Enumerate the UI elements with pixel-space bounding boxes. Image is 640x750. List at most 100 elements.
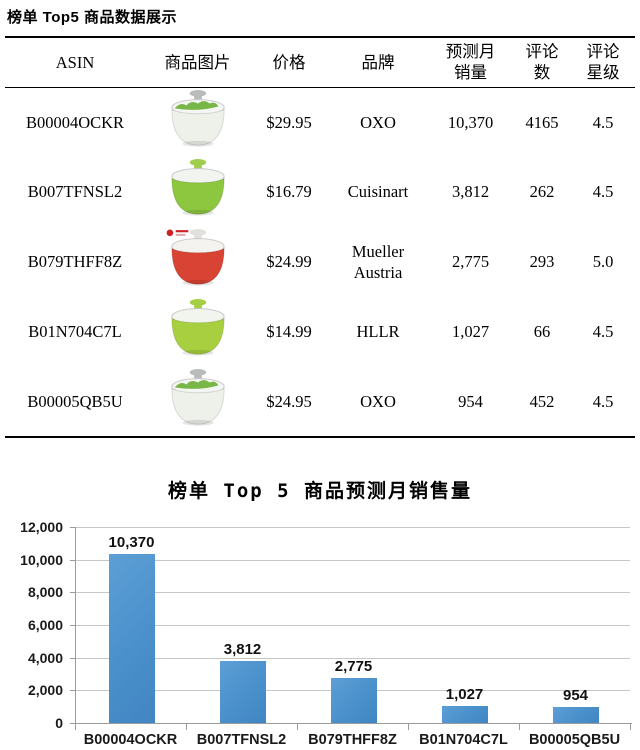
salad-spinner-product-image-icon — [158, 298, 238, 360]
sales-cell: 1,027 — [451, 322, 490, 342]
bar-value-label: 1,027 — [445, 686, 484, 704]
table-row: B079THFF8Z — [5, 227, 635, 297]
gridline — [76, 592, 630, 594]
price-cell: $29.95 — [266, 112, 312, 132]
brand-cell: Cuisinart — [347, 182, 409, 202]
bar-value-label: 10,370 — [108, 533, 155, 551]
x-tick-mark — [519, 724, 520, 730]
page-title: 榜单 Top5 商品数据展示 — [7, 9, 178, 26]
reviews-cell: 66 — [533, 322, 551, 342]
asin-cell: B079THFF8Z — [27, 252, 123, 272]
asin-cell: B00004OCKR — [25, 112, 125, 132]
y-tick-mark — [70, 559, 76, 561]
chart-plot-area: 0 2,000 4,000 6,000 8,000 10,000 12,000 10,370 3… — [20, 519, 630, 731]
salad-spinner-product-image-icon — [158, 89, 238, 151]
col-header-brand: 品牌 — [328, 37, 428, 88]
rating-cell: 4.5 — [592, 322, 614, 342]
x-tick-mark — [630, 724, 631, 730]
brand-cell: Mueller Austria — [351, 241, 405, 282]
product-image-cell — [145, 297, 250, 367]
price-cell: $14.99 — [266, 322, 312, 342]
rating-cell: 4.5 — [592, 112, 614, 132]
gridline — [76, 625, 630, 626]
bar-B007TFNSL2 — [219, 660, 266, 723]
table-row: B01N704C7L — [5, 297, 635, 367]
col-header-price: 价格 — [250, 37, 328, 88]
chart-x-axis — [75, 723, 632, 730]
table-header-row: ASIN 商品图片 价格 品牌 预测月销量 评论数 评论星级 — [5, 37, 635, 88]
asin-cell: B007TFNSL2 — [27, 182, 123, 202]
table-row: B007TFNSL2 — [5, 157, 635, 227]
y-tick-label: 6,000 — [27, 617, 63, 633]
y-tick-label: 2,000 — [27, 682, 63, 699]
x-tick-mark — [408, 724, 409, 730]
y-tick-label: 0 — [55, 715, 63, 731]
asin-cell: B00005QB5U — [27, 391, 123, 411]
asin-cell: B01N704C7L — [28, 322, 122, 342]
bar-B00005QB5U — [552, 707, 599, 723]
bar-B079THFF8Z — [330, 677, 377, 723]
rating-cell: 4.5 — [592, 391, 614, 411]
sales-cell: 954 — [458, 391, 483, 411]
sales-bar-chart: 榜单 Top 5 商品预测月销售量 0 2,000 4,000 6,000 8,000 1… — [0, 466, 640, 750]
reviews-cell: 4165 — [525, 112, 559, 132]
rating-cell: 4.5 — [592, 182, 614, 202]
y-tick-mark — [70, 527, 76, 528]
table-row: B00004OCKR — [5, 87, 635, 157]
bar-B00004OCKR — [108, 553, 155, 723]
sales-cell: 10,370 — [447, 112, 494, 132]
x-category-label: B01N704C7L — [419, 732, 508, 748]
bar-value-label: 2,775 — [334, 657, 373, 675]
y-tick-mark — [70, 592, 76, 594]
table-row: B00005QB5U — [5, 367, 635, 437]
rating-cell: 5.0 — [592, 252, 614, 272]
y-tick-mark — [70, 625, 76, 626]
x-category-label: B007TFNSL2 — [196, 732, 287, 748]
reviews-cell: 262 — [529, 182, 555, 202]
gridline — [76, 559, 630, 561]
product-image-cell — [145, 367, 250, 437]
gridline — [76, 527, 630, 528]
reviews-cell: 452 — [529, 391, 555, 411]
y-tick-label: 8,000 — [27, 584, 63, 601]
x-category-label: B079THFF8Z — [308, 732, 397, 748]
price-cell: $16.79 — [266, 182, 312, 202]
x-tick-mark — [186, 724, 187, 730]
col-header-sales: 预测月销量 — [428, 37, 513, 88]
sales-cell: 2,775 — [451, 252, 490, 272]
salad-spinner-product-image-icon — [158, 368, 238, 430]
sales-cell: 3,812 — [451, 182, 490, 202]
bar-B01N704C7L — [441, 706, 488, 723]
x-category-label: B00004OCKR — [83, 732, 178, 748]
y-tick-mark — [70, 723, 76, 724]
brand-cell: HLLR — [356, 322, 400, 342]
top5-products-table: ASIN 商品图片 价格 品牌 预测月销量 评论数 评论星级 B00004OCK… — [5, 36, 635, 438]
product-image-cell — [145, 87, 250, 157]
x-tick-mark — [297, 724, 298, 730]
brand-cell: OXO — [360, 391, 396, 411]
salad-spinner-product-image-icon — [158, 158, 238, 220]
y-tick-label: 4,000 — [27, 649, 63, 666]
y-tick-mark — [70, 690, 76, 692]
product-image-cell — [145, 227, 250, 297]
price-cell: $24.95 — [266, 391, 312, 411]
col-header-asin: ASIN — [5, 37, 145, 88]
bar-value-label: 954 — [562, 687, 589, 705]
product-image-cell — [145, 157, 250, 227]
x-tick-mark — [75, 724, 76, 730]
y-tick-label: 12,000 — [20, 519, 63, 535]
chart-title: 榜单 Top 5 商品预测月销售量 — [167, 480, 473, 502]
reviews-cell: 293 — [529, 252, 555, 272]
y-tick-label: 10,000 — [20, 551, 63, 568]
salad-spinner-product-image-icon — [158, 228, 238, 290]
y-tick-mark — [70, 657, 76, 659]
col-header-image: 商品图片 — [145, 37, 250, 88]
price-cell: $24.99 — [266, 252, 312, 272]
x-category-label: B00005QB5U — [528, 732, 621, 748]
bar-value-label: 3,812 — [223, 640, 262, 658]
col-header-reviews: 评论数 — [513, 37, 571, 88]
col-header-rating: 评论星级 — [571, 37, 635, 88]
gridline — [76, 657, 630, 659]
brand-cell: OXO — [360, 112, 396, 132]
